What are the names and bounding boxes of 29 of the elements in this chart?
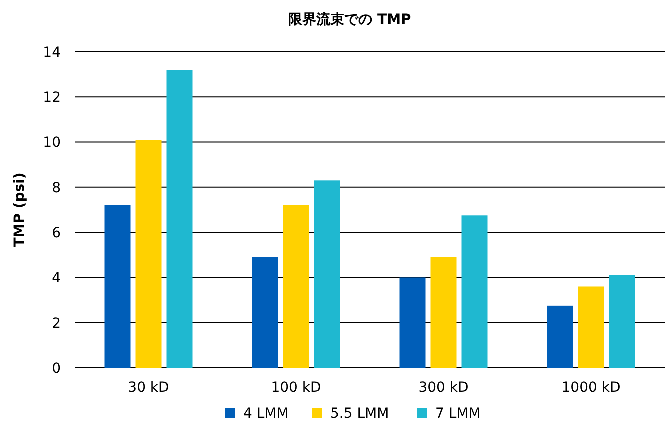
- y-tick-label: 2: [52, 316, 61, 332]
- y-tick-label: 6: [52, 225, 62, 242]
- bar: [609, 275, 636, 368]
- bar: [283, 205, 310, 368]
- chart-title: 限界流束での TMP: [288, 11, 412, 28]
- x-tick-label: 1000 kD: [562, 380, 621, 396]
- legend-label: 4 LMM: [244, 406, 289, 422]
- y-tick-label: 8: [52, 180, 61, 196]
- bar: [136, 140, 162, 368]
- bar: [314, 180, 340, 368]
- bar: [430, 257, 457, 368]
- y-tick-label: 4: [52, 270, 62, 287]
- bar: [462, 216, 488, 368]
- x-tick-label: 30 kD: [128, 380, 170, 396]
- x-tick-label: 100 kD: [271, 380, 322, 396]
- legend-label: 5.5 LMM: [330, 406, 390, 422]
- y-axis-title: TMP (psi): [12, 172, 28, 248]
- bar: [166, 70, 193, 368]
- legend-label: 7 LMM: [436, 406, 481, 422]
- y-tick-label: 14: [43, 44, 62, 61]
- bar: [578, 286, 604, 368]
- bar: [547, 306, 574, 368]
- y-tick-label: 12: [43, 90, 61, 106]
- bar: [252, 257, 278, 368]
- y-tick-label: 0: [52, 360, 61, 377]
- bar: [104, 205, 131, 368]
- bar: [400, 278, 426, 368]
- y-tick-label: 10: [43, 135, 61, 152]
- x-tick-label: 300 kD: [418, 380, 469, 396]
